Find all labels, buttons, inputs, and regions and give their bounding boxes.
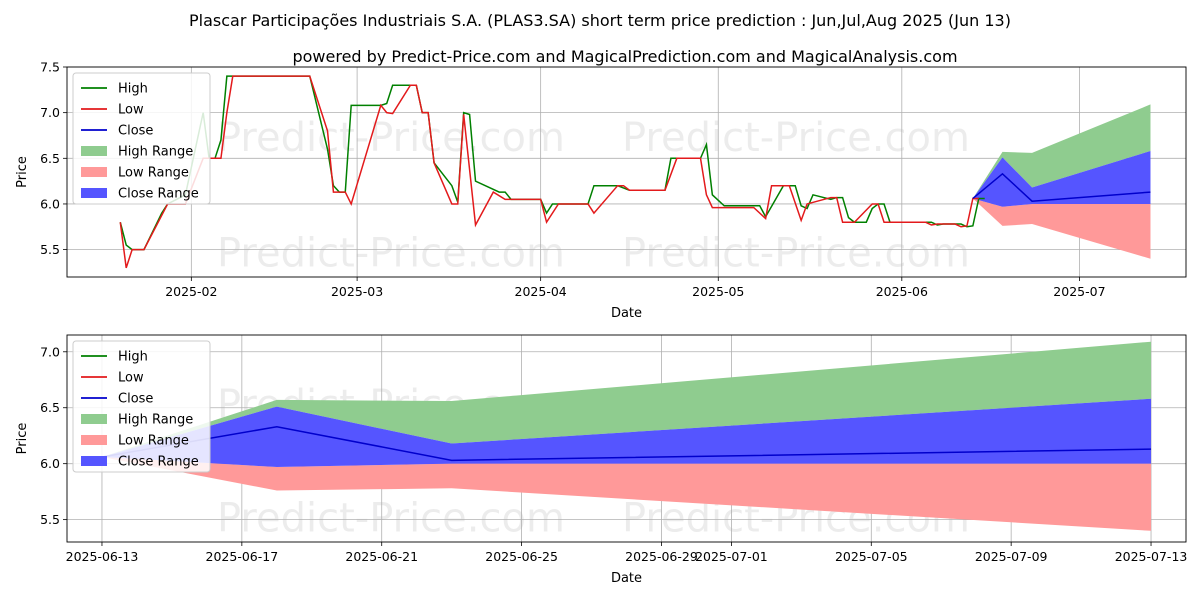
x-tick-label: 2025-07-05 bbox=[835, 549, 908, 564]
forecast-ticks: 2025-06-13 2025-06-17 2025-06-21 2025-06-25… bbox=[40, 344, 1187, 564]
x-tick-label: 2025-05 bbox=[692, 284, 744, 299]
x-tick-label: 2025-04 bbox=[515, 284, 567, 299]
legend-swatch-patch bbox=[81, 188, 107, 198]
x-tick-label: 2025-06-21 bbox=[345, 549, 418, 564]
legend-label: Low Range bbox=[118, 166, 189, 181]
close-series-line bbox=[972, 172, 1151, 202]
legend-label: High bbox=[118, 350, 148, 365]
legend-swatch-patch bbox=[81, 456, 107, 466]
high-range-band bbox=[972, 104, 1151, 199]
top-watermark: Predict-Price.com Predict-Price.com Predic… bbox=[217, 115, 970, 277]
y-tick-label: 7.0 bbox=[40, 344, 60, 359]
top-x-axis-label: Date bbox=[611, 306, 642, 321]
top-ticks: 2025-02 2025-03 2025-04 2025-05 2025-06 2025-… bbox=[40, 60, 1105, 300]
x-tick-label: 2025-06-13 bbox=[66, 549, 139, 564]
top-plot-area bbox=[119, 75, 1151, 269]
y-tick-label: 6.0 bbox=[40, 196, 60, 211]
watermark-text: Predict-Price.com bbox=[217, 231, 565, 277]
legend-swatch-patch bbox=[81, 435, 107, 445]
low-series-line bbox=[119, 75, 979, 269]
forecast-plot-area bbox=[101, 341, 1152, 531]
x-tick-label: 2025-06-29 bbox=[625, 549, 698, 564]
y-tick-label: 6.5 bbox=[40, 400, 60, 415]
top-legend: High Low Close High Range Low Range Close Ran… bbox=[72, 72, 211, 205]
legend-label: Low bbox=[118, 103, 144, 118]
legend-box bbox=[72, 72, 211, 205]
y-tick-label: 6.5 bbox=[40, 151, 60, 166]
legend-swatch-patch bbox=[81, 146, 107, 156]
low-range-band bbox=[101, 456, 1152, 531]
x-tick-label: 2025-07-09 bbox=[975, 549, 1048, 564]
top-axes-frame bbox=[66, 66, 1187, 278]
legend-swatch-patch bbox=[81, 414, 107, 424]
watermark-text: Predict-Price.com bbox=[622, 115, 970, 161]
x-tick-label: 2025-07-13 bbox=[1115, 549, 1188, 564]
legend-label: Low bbox=[118, 371, 144, 386]
forecast-x-axis-label: Date bbox=[611, 571, 642, 586]
close-range-band bbox=[972, 151, 1151, 207]
close-range-band bbox=[101, 398, 1152, 468]
x-tick-label: 2025-07-01 bbox=[695, 549, 768, 564]
y-tick-label: 7.0 bbox=[40, 105, 60, 120]
x-tick-label: 2025-06 bbox=[876, 284, 928, 299]
legend-label: Low Range bbox=[118, 434, 189, 449]
forecast-axes-frame bbox=[66, 334, 1187, 543]
legend-box bbox=[72, 340, 211, 473]
low-range-band bbox=[972, 198, 1151, 259]
x-tick-label: 2025-07 bbox=[1053, 284, 1105, 299]
y-tick-label: 5.5 bbox=[40, 512, 60, 527]
chart-subtitle: powered by Predict-Price.com and Magical… bbox=[292, 47, 957, 66]
legend-label: Close Range bbox=[118, 187, 199, 202]
legend-label: Close bbox=[118, 392, 153, 407]
high-range-band bbox=[101, 341, 1152, 457]
chart-title: Plascar Participações Industriais S.A. (… bbox=[189, 11, 1011, 30]
x-tick-label: 2025-02 bbox=[165, 284, 217, 299]
top-y-axis-label: Price bbox=[15, 156, 30, 188]
legend-label: High bbox=[118, 82, 148, 97]
legend-swatch-patch bbox=[81, 167, 107, 177]
watermark-text: Predict-Price.com bbox=[622, 231, 970, 277]
watermark-text: Predict-Price.com bbox=[217, 115, 565, 161]
y-tick-label: 6.0 bbox=[40, 456, 60, 471]
forecast-chart-panel: Predict-Price.comPredict-Price.comPredic… bbox=[15, 334, 1187, 586]
top-chart-panel: Predict-Price.com Predict-Price.com Predic… bbox=[15, 60, 1187, 321]
x-tick-label: 2025-03 bbox=[331, 284, 383, 299]
forecast-y-axis-label: Price bbox=[15, 423, 30, 455]
high-series-line bbox=[119, 75, 985, 251]
legend-label: Close bbox=[118, 124, 153, 139]
legend-label: High Range bbox=[118, 413, 193, 428]
y-tick-label: 7.5 bbox=[40, 60, 60, 75]
y-tick-label: 5.5 bbox=[40, 242, 60, 257]
forecast-legend: High Low Close High Range Low Range Close Ran… bbox=[72, 340, 211, 473]
x-tick-label: 2025-06-17 bbox=[206, 549, 279, 564]
legend-label: High Range bbox=[118, 145, 193, 160]
watermark-text: Predict-Price.com bbox=[217, 496, 565, 542]
x-tick-label: 2025-06-25 bbox=[485, 549, 558, 564]
legend-label: Close Range bbox=[118, 455, 199, 470]
